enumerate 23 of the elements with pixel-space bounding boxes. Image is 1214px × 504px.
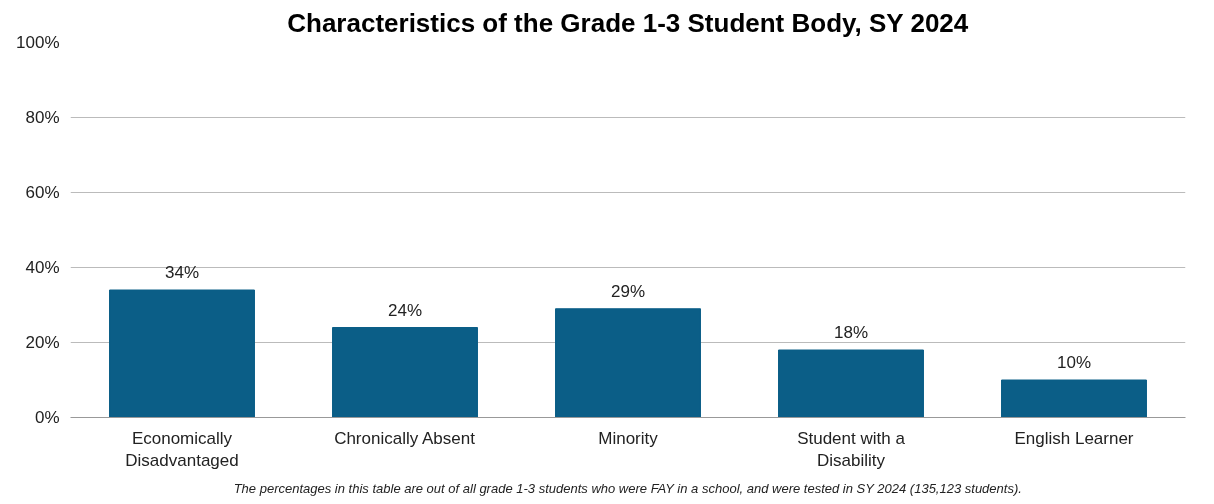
y-tick-label: 0% [34,408,60,427]
bar [778,349,924,418]
y-tick-label: 20% [25,333,60,352]
data-label: 24% [387,300,423,320]
x-tick-label: Minority [598,428,659,448]
data-label: 18% [833,323,869,342]
y-tick-label: 60% [25,183,60,202]
y-tick-label: 80% [25,108,60,127]
text: The percentages in this table are out of all grade 1-3 students who were FAY in a school, and were tested in SY 2024 (135,123 students). [233,480,1022,496]
x-tick-label: Student with a Disability [797,428,906,471]
data-label: 29% [610,281,646,301]
bar [1001,379,1147,418]
x-tick-label: English Learner [1014,428,1134,448]
bar [109,289,255,418]
x-tick-label: Chronically Absent [334,428,476,448]
chart-title: Characteristics of the Grade 1-3 Student Body, SY 2024 [287,7,969,38]
data-label: 34% [164,263,200,282]
y-tick-label: 40% [25,258,60,277]
bar [555,308,701,418]
y-tick-label: 100% [16,33,60,52]
data-label: 10% [1056,353,1092,372]
bar [332,327,478,418]
x-tick-label: Economically Disadvantaged [125,428,239,471]
